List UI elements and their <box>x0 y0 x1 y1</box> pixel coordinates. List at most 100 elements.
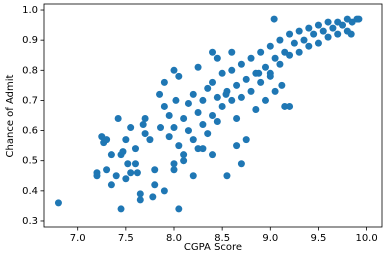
point <box>319 27 327 35</box>
point <box>131 160 139 168</box>
point <box>286 30 294 38</box>
point <box>271 87 279 95</box>
point <box>170 160 178 168</box>
point <box>271 54 279 62</box>
point <box>93 172 101 180</box>
point <box>247 87 255 95</box>
y-tick-label: 1.0 <box>22 5 38 16</box>
point <box>141 130 149 138</box>
point <box>139 121 147 129</box>
point <box>347 30 355 38</box>
point <box>172 96 180 104</box>
point <box>270 15 278 23</box>
point <box>133 169 141 177</box>
point <box>136 196 144 204</box>
point <box>278 81 286 89</box>
point <box>204 84 212 92</box>
point <box>54 199 62 207</box>
point <box>194 108 202 116</box>
point <box>290 39 298 47</box>
y-tick-label: 0.8 <box>22 65 38 76</box>
point <box>329 24 337 32</box>
plot-frame <box>43 3 383 228</box>
x-tick-label: 10.0 <box>355 233 377 244</box>
y-tick-label: 0.3 <box>22 216 38 227</box>
x-tick-label: 7.0 <box>70 233 86 244</box>
point <box>184 127 192 135</box>
point <box>107 181 115 189</box>
point <box>305 42 313 50</box>
point <box>213 93 221 101</box>
point <box>151 181 159 189</box>
point <box>107 151 115 159</box>
point <box>286 51 294 59</box>
point <box>194 63 202 71</box>
point <box>233 142 241 150</box>
point <box>209 48 217 56</box>
point <box>222 90 230 98</box>
point <box>170 166 178 174</box>
point <box>355 15 363 23</box>
point <box>194 145 202 153</box>
point <box>266 72 274 80</box>
point <box>160 102 168 110</box>
point <box>180 115 188 123</box>
point <box>247 54 255 62</box>
point <box>136 190 144 198</box>
point <box>141 115 149 123</box>
point <box>257 48 265 56</box>
y-axis-label: Chance of Admit <box>5 74 16 157</box>
point <box>160 78 168 86</box>
point <box>237 160 245 168</box>
point <box>281 102 289 110</box>
point <box>233 115 241 123</box>
y-tick-label: 0.6 <box>22 126 38 137</box>
point <box>175 205 183 213</box>
point <box>218 102 226 110</box>
point <box>218 69 226 77</box>
point <box>295 27 303 35</box>
point <box>228 48 236 56</box>
y-tick-label: 0.5 <box>22 156 38 167</box>
point <box>223 172 231 180</box>
point <box>252 105 260 113</box>
x-tick-label: 7.5 <box>118 233 134 244</box>
point <box>324 18 332 26</box>
point <box>180 151 188 159</box>
point <box>233 81 241 89</box>
point <box>237 93 245 101</box>
point <box>149 193 157 201</box>
point <box>184 99 192 107</box>
point <box>305 24 313 32</box>
point <box>213 54 221 62</box>
point <box>286 102 294 110</box>
x-tick-label: 9.5 <box>310 233 326 244</box>
point <box>242 136 250 144</box>
point <box>151 166 159 174</box>
point <box>209 78 217 86</box>
point <box>295 48 303 56</box>
point <box>189 136 197 144</box>
point <box>242 75 250 83</box>
y-tick-label: 0.7 <box>22 95 38 106</box>
point <box>266 42 274 50</box>
point <box>122 175 130 183</box>
point <box>209 151 217 159</box>
point <box>114 115 122 123</box>
y-tick-label: 0.4 <box>22 186 38 197</box>
point <box>131 145 139 153</box>
point <box>276 60 284 68</box>
point <box>209 112 217 119</box>
point <box>204 130 212 138</box>
point <box>257 78 265 86</box>
x-tick-label: 8.5 <box>214 233 230 244</box>
point <box>160 187 168 195</box>
point <box>189 90 197 98</box>
point <box>261 96 269 104</box>
point <box>228 66 236 74</box>
point <box>199 121 207 129</box>
point <box>103 136 111 144</box>
point <box>314 39 322 47</box>
point <box>117 205 125 213</box>
